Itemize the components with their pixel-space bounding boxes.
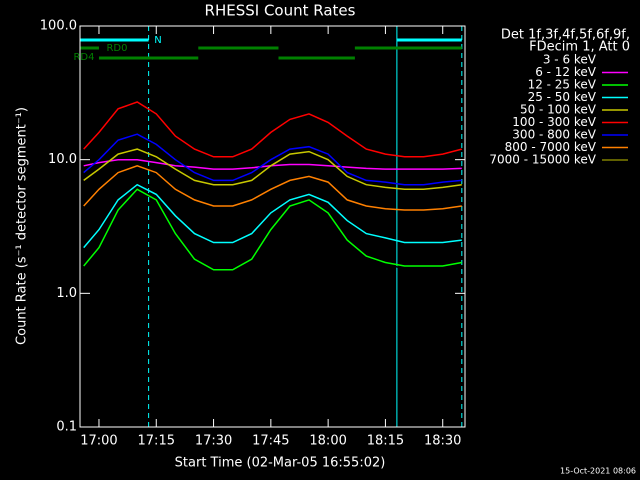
legend-label: 6 - 12 keV xyxy=(535,65,597,79)
y-axis-label: Count Rate (s⁻¹ detector segment⁻¹) xyxy=(15,107,30,345)
legend-label: 7000 - 15000 keV xyxy=(489,153,596,167)
x-tick-label: 17:30 xyxy=(195,434,232,449)
series-line xyxy=(83,101,462,158)
legend-label: 3 - 6 keV xyxy=(543,53,597,67)
y-tick-label: 0.1 xyxy=(56,420,77,435)
x-tick-label: 18:15 xyxy=(367,434,404,449)
plot-frame xyxy=(79,25,466,428)
x-tick-label: 17:45 xyxy=(252,434,289,449)
series-line xyxy=(83,165,462,211)
flag-label: RD0 xyxy=(106,43,127,54)
legend-label: 300 - 800 keV xyxy=(512,128,596,142)
x-axis-label: Start Time (02-Mar-05 16:55:02) xyxy=(175,456,386,471)
series-line xyxy=(83,183,462,249)
flag-label: RD4 xyxy=(73,52,94,63)
legend-title: Det 1f,3f,4f,5f,6f,9f, xyxy=(501,28,630,43)
timestamp: 15-Oct-2021 08:06 xyxy=(560,467,636,476)
x-tick-label: 18:00 xyxy=(309,434,346,449)
x-tick-label: 17:00 xyxy=(80,434,117,449)
legend-label: 100 - 300 keV xyxy=(512,115,596,129)
legend-label: 800 - 7000 keV xyxy=(505,140,597,154)
series-line xyxy=(83,133,462,186)
y-tick-label: 100.0 xyxy=(40,19,77,34)
series-line xyxy=(83,188,462,271)
series-line xyxy=(83,148,462,191)
x-tick-label: 18:30 xyxy=(424,434,461,449)
legend-title: FDecim 1, Att 0 xyxy=(529,40,630,55)
x-tick-label: 17:15 xyxy=(138,434,175,449)
flag-label: N xyxy=(154,35,161,46)
y-tick-label: 10.0 xyxy=(48,152,77,167)
legend-label: 12 - 25 keV xyxy=(528,78,597,92)
legend-label: 25 - 50 keV xyxy=(528,90,597,104)
chart-title: RHESSI Count Rates xyxy=(205,2,356,20)
y-tick-label: 1.0 xyxy=(56,286,77,301)
legend-label: 50 - 100 keV xyxy=(520,103,597,117)
